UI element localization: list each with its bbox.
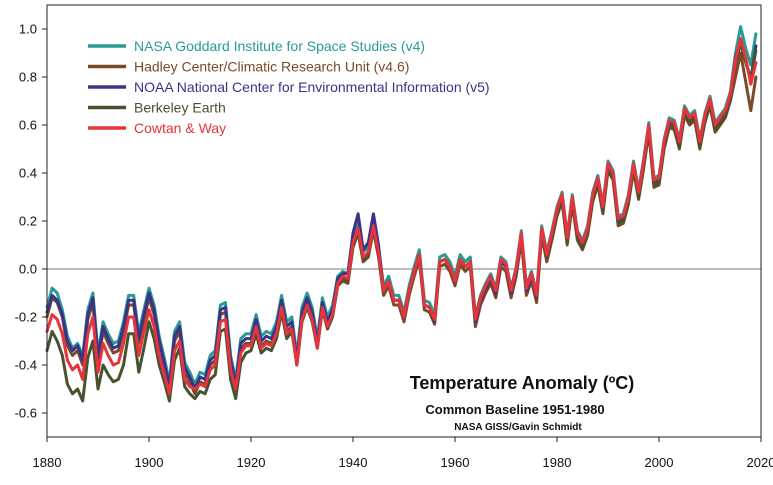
series-line-4 [45,41,758,403]
x-axis: 1880 1900 1920 1940 1960 1980 2000 2020 [33,437,773,470]
x-tick-label: 1880 [33,455,62,470]
chart-credit: NASA GISS/Gavin Schmidt [454,422,582,433]
x-tick-label: 1960 [441,455,470,470]
y-tick-label: 1.0 [19,22,37,37]
chart-subtitle: Common Baseline 1951-1980 [425,402,604,417]
x-tick-label: 1980 [543,455,572,470]
legend-label: Hadley Center/Climatic Research Unit (v4… [134,59,409,75]
legend-label: Cowtan & Way [134,120,226,136]
series-lines [45,25,758,403]
x-tick-label: 1900 [135,455,164,470]
y-tick-label: 0.4 [19,166,37,181]
y-tick-label: 0.8 [19,70,37,85]
x-tick-label: 2020 [747,455,773,470]
y-tick-label: 0.0 [19,262,37,277]
y-axis: -0.6 -0.4 -0.2 0.0 0.2 0.4 0.6 0.8 1.0 [15,22,47,421]
y-tick-label: 0.6 [19,118,37,133]
y-tick-label: -0.4 [15,358,37,373]
legend-label: NOAA National Center for Environmental I… [134,79,490,95]
y-tick-label: 0.2 [19,214,37,229]
x-tick-label: 1920 [237,455,266,470]
y-tick-label: -0.6 [15,406,37,421]
y-tick-label: -0.2 [15,310,37,325]
chart-title: Temperature Anomaly (ºC) [410,373,635,393]
legend-label: NASA Goddard Institute for Space Studies… [134,38,425,54]
series-line-5 [45,37,758,396]
legend: NASA Goddard Institute for Space Studies… [88,38,490,136]
x-tick-label: 2000 [645,455,674,470]
x-tick-label: 1940 [339,455,368,470]
legend-label: Berkeley Earth [134,100,226,116]
